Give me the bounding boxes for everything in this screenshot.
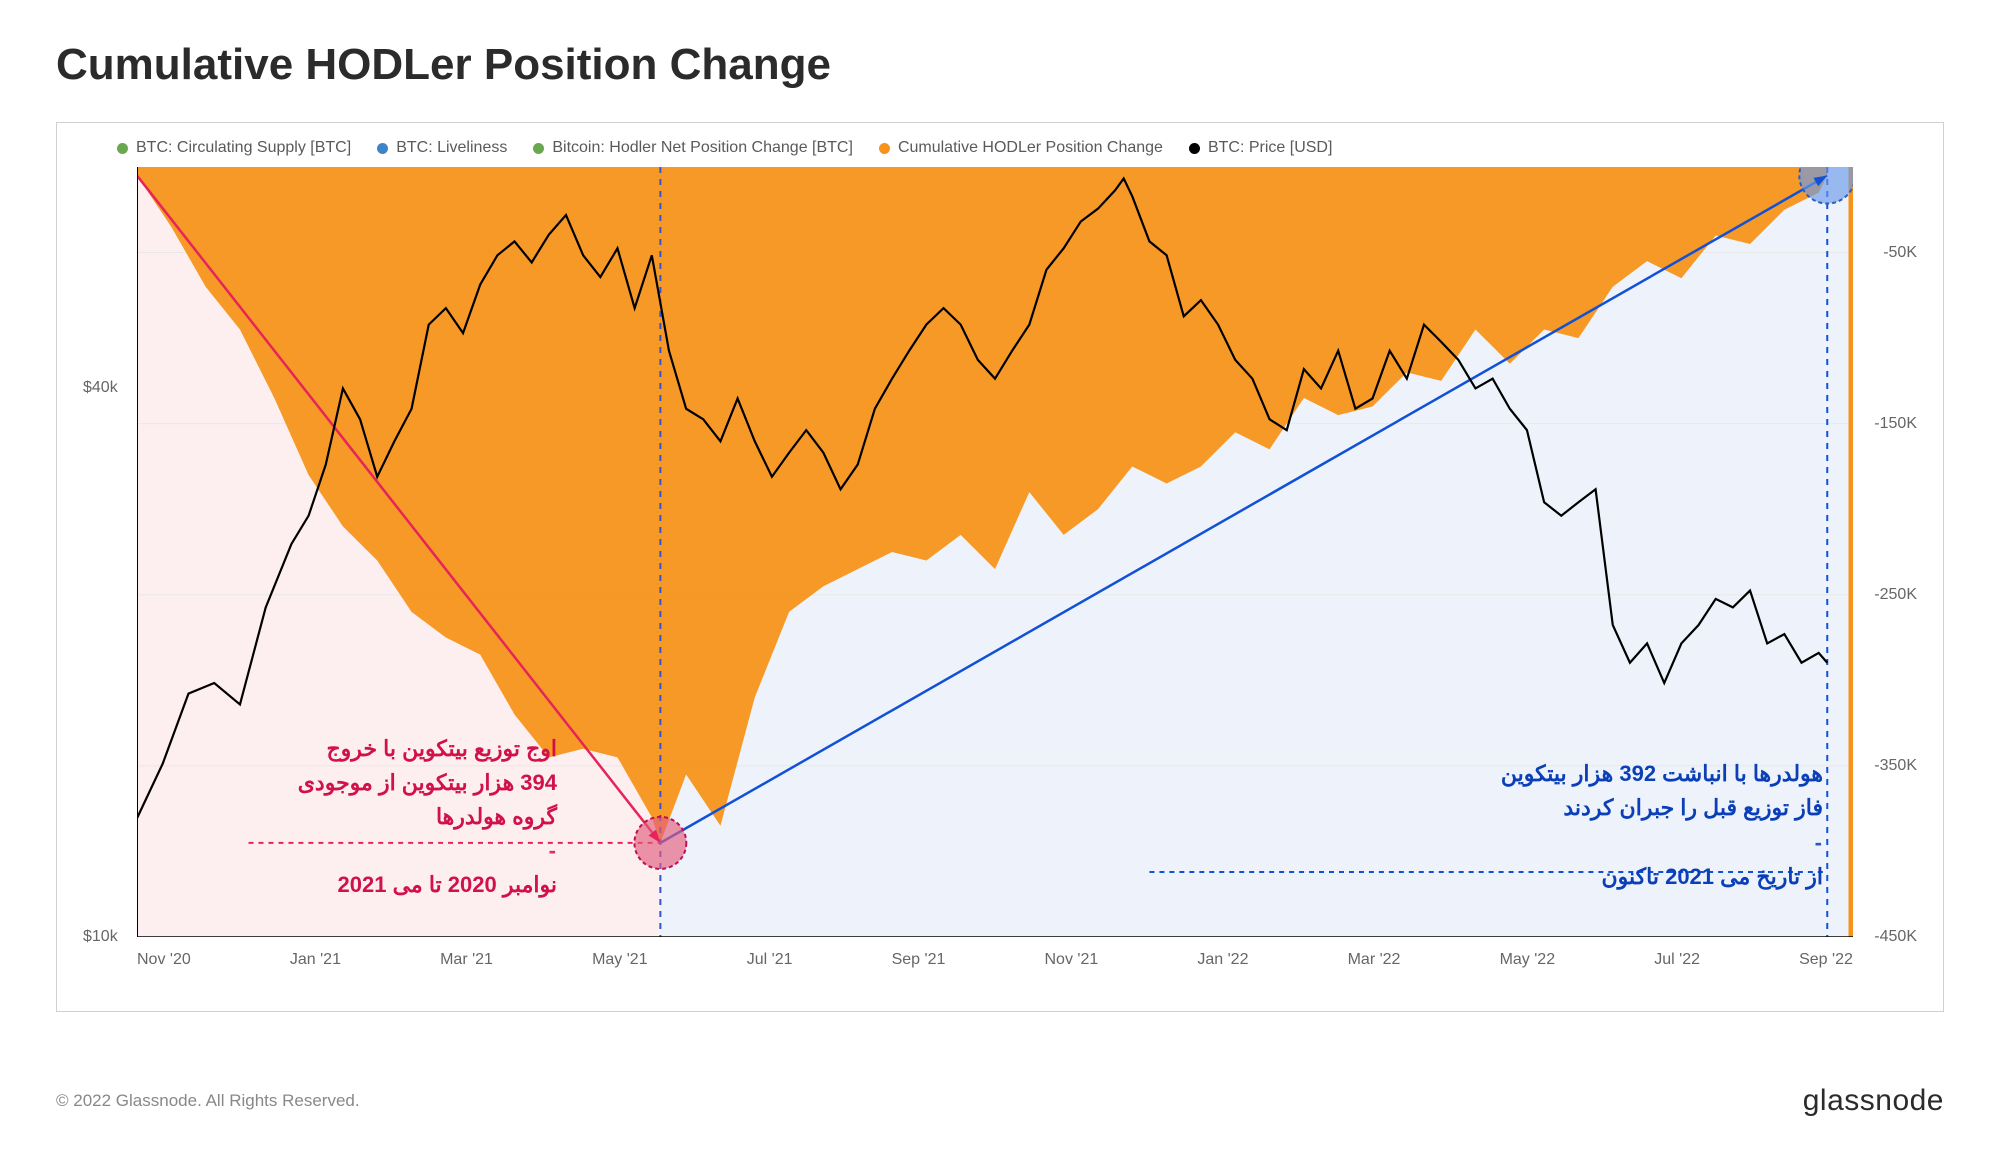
y-right-tick: -50K — [1883, 244, 1917, 262]
x-tick: Mar '22 — [1348, 951, 1401, 969]
legend-item: Bitcoin: Hodler Net Position Change [BTC… — [533, 139, 853, 157]
x-tick: Nov '21 — [1045, 951, 1099, 969]
copyright: © 2022 Glassnode. All Rights Reserved. — [56, 1091, 360, 1111]
footer: © 2022 Glassnode. All Rights Reserved. g… — [56, 1084, 1944, 1118]
y-right-tick: -150K — [1874, 415, 1917, 433]
x-tick: Sep '21 — [892, 951, 946, 969]
legend-item: BTC: Price [USD] — [1189, 139, 1332, 157]
y-left-tick: $10k — [83, 928, 118, 946]
x-axis-labels: Nov '20 Jan '21 Mar '21 May '21 Jul '21 Sep '… — [137, 951, 1853, 969]
y-right-tick: -350K — [1874, 757, 1917, 775]
plot-area: le $10k$40k -50K-150K-250K-350K-450K Nov… — [137, 167, 1853, 937]
legend-item: Cumulative HODLer Position Change — [879, 139, 1163, 157]
x-tick: Nov '20 — [137, 951, 191, 969]
legend: BTC: Circulating Supply [BTC] BTC: Liveli… — [117, 139, 1923, 157]
chart-frame: BTC: Circulating Supply [BTC] BTC: Liveli… — [56, 122, 1944, 1012]
chart-title: Cumulative HODLer Position Change — [56, 40, 1944, 90]
annotation-red: اوج توزیع بیتکوین با خروج394 هزار بیتکوی… — [177, 732, 557, 902]
x-tick: Jul '22 — [1654, 951, 1700, 969]
x-tick: May '21 — [592, 951, 648, 969]
x-tick: May '22 — [1500, 951, 1556, 969]
x-tick: Jan '21 — [290, 951, 341, 969]
glassnode-logo: glassnode — [1803, 1084, 1944, 1118]
x-tick: Sep '22 — [1799, 951, 1853, 969]
y-right-tick: -450K — [1874, 928, 1917, 946]
x-tick: Mar '21 — [440, 951, 493, 969]
legend-item: BTC: Liveliness — [377, 139, 507, 157]
legend-item: BTC: Circulating Supply [BTC] — [117, 139, 351, 157]
annotation-blue: هولدرها با انباشت 392 هزار بیتکوینفاز تو… — [1363, 757, 1823, 893]
x-tick: Jan '22 — [1197, 951, 1248, 969]
y-right-tick: -250K — [1874, 586, 1917, 604]
y-left-tick: $40k — [83, 379, 118, 397]
x-tick: Jul '21 — [747, 951, 793, 969]
